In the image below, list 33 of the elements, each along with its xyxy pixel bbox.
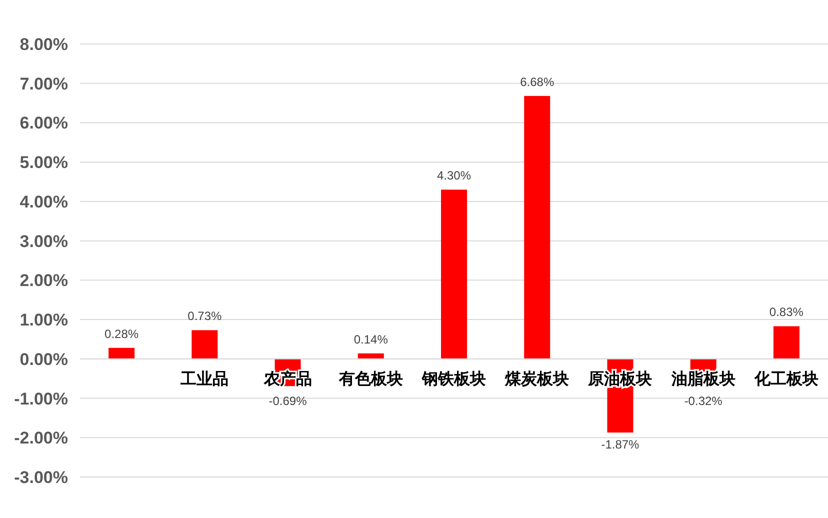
x-tick-label: 油脂板块: [670, 370, 736, 388]
data-label: 0.83%: [769, 305, 804, 320]
data-label: -0.32%: [684, 394, 723, 408]
data-label: 0.28%: [104, 326, 139, 341]
y-tick-label: 2.00%: [20, 271, 68, 290]
data-label: 4.30%: [436, 168, 472, 183]
y-tick-label: 5.00%: [20, 153, 68, 172]
y-tick-label: 1.00%: [20, 310, 68, 330]
y-tick-label: -2.00%: [14, 428, 68, 448]
bar: [524, 96, 550, 359]
x-tick-label: 有色板块: [338, 370, 403, 388]
y-tick-label: 8.00%: [20, 35, 68, 54]
x-tick-label: 钢铁板块: [421, 370, 486, 388]
y-tick-label: 6.00%: [20, 114, 68, 133]
bar: [108, 348, 135, 359]
y-tick-label: 3.00%: [20, 232, 68, 251]
y-tick-label: 7.00%: [20, 74, 68, 94]
bar: [773, 326, 800, 359]
bar: [358, 353, 384, 359]
y-tick-label: -3.00%: [14, 468, 68, 487]
data-label: 0.73%: [188, 309, 222, 324]
data-label: -0.69%: [268, 394, 308, 408]
bar: [441, 190, 467, 359]
data-label: 6.68%: [520, 74, 554, 89]
y-tick-label: 4.00%: [20, 192, 68, 212]
x-tick-label: 化工板块: [753, 370, 818, 388]
data-label: -1.87%: [601, 438, 640, 452]
x-tick-label: 煤炭板块: [504, 370, 570, 388]
data-label: 0.14%: [354, 332, 388, 346]
bar: [192, 330, 218, 359]
y-tick-label: 0.00%: [20, 350, 68, 369]
y-tick-label: -1.00%: [14, 389, 68, 408]
x-tick-label: 工业品: [180, 370, 229, 388]
